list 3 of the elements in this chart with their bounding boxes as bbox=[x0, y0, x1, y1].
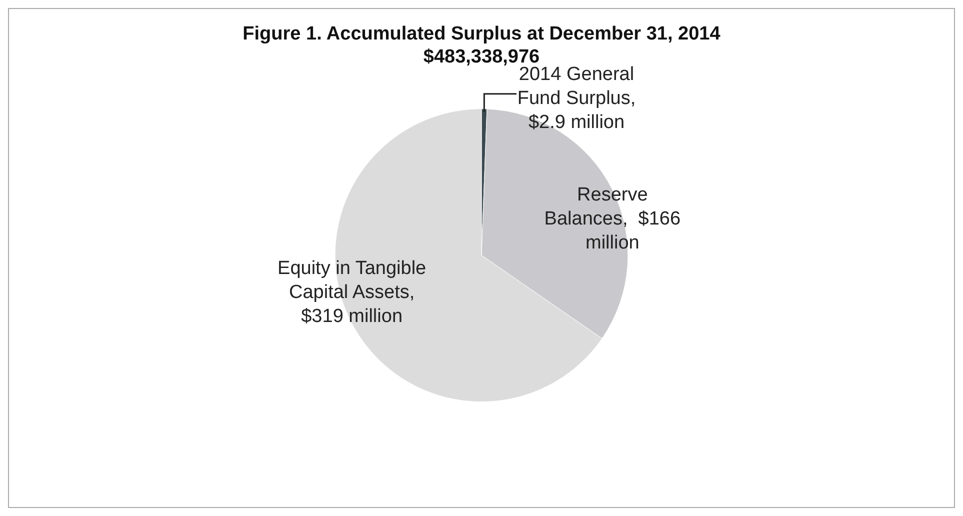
slice-label: Reserve Balances, $166 million bbox=[544, 184, 681, 254]
chart-title: Figure 1. Accumulated Surplus at December 31, 2014 bbox=[242, 24, 721, 45]
slice-label: Equity in Tangible Capital Assets, $319 million bbox=[278, 258, 426, 327]
